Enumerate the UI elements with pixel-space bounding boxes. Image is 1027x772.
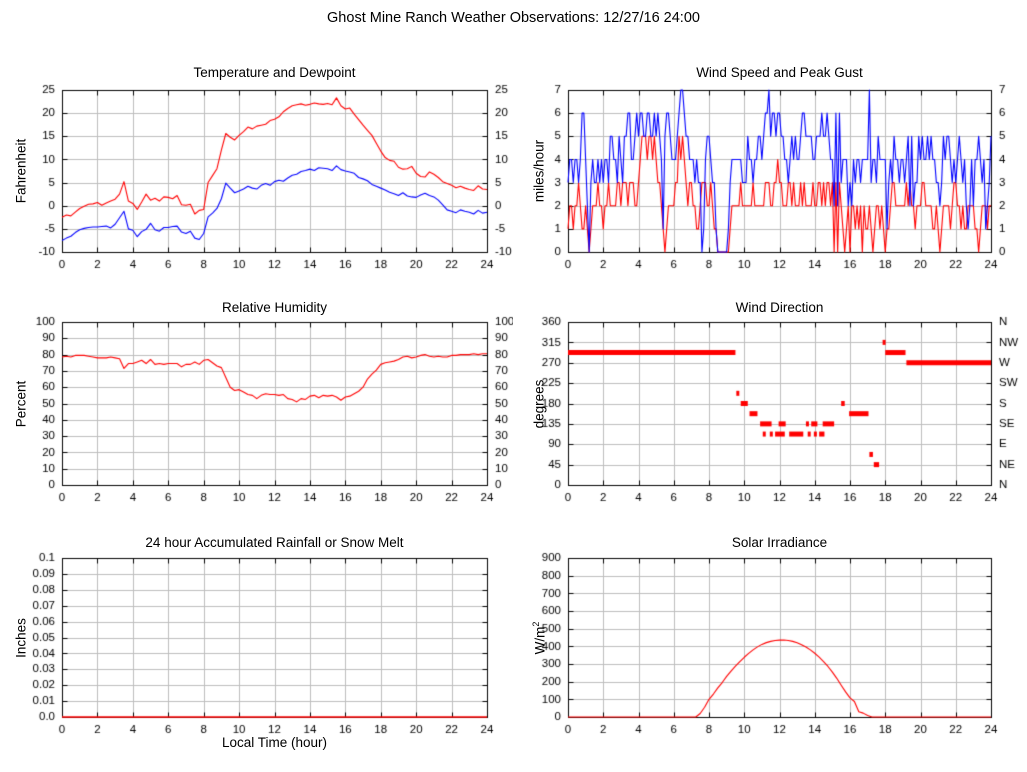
page-title: Ghost Mine Ranch Weather Observations: 1…: [327, 10, 700, 26]
rainfall-chart: [0, 515, 513, 745]
relative-humidity-chart: [0, 285, 513, 510]
solar-irradiance-chart: [513, 515, 1027, 745]
wind-speed-gust-chart: [513, 55, 1027, 275]
temperature-dewpoint-chart: [0, 55, 513, 275]
wind-direction-chart: [513, 285, 1027, 510]
x-axis-label: Local Time (hour): [221, 735, 328, 750]
